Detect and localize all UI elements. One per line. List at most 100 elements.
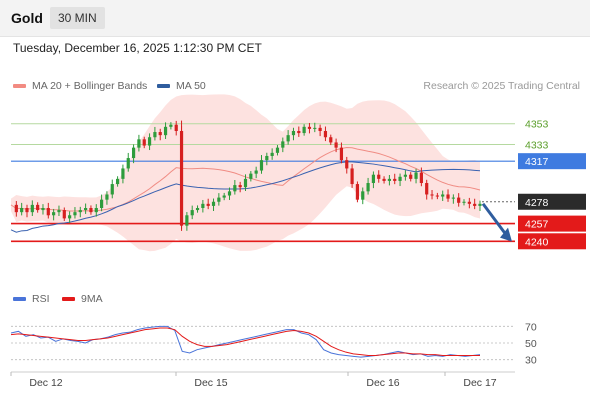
candle [142, 136, 146, 149]
candle [377, 170, 381, 183]
candle-body [403, 174, 407, 177]
candle [345, 156, 349, 174]
level-tag-4257 [518, 215, 586, 232]
candle [291, 127, 296, 141]
candle-body [243, 178, 248, 188]
candle [318, 124, 322, 137]
candle-body [147, 137, 152, 146]
candle [233, 180, 237, 195]
candle [89, 205, 93, 215]
candle-body [73, 212, 77, 216]
candle [398, 173, 402, 187]
rsi-tick-70: 70 [525, 321, 537, 333]
candle [153, 126, 157, 141]
candle [323, 126, 328, 142]
rsi-9ma-line [10, 327, 480, 356]
candle [169, 122, 173, 130]
forecast-arrow-layer [481, 202, 512, 242]
rsi-line [10, 325, 481, 358]
x-label-1: Dec 15 [194, 377, 227, 389]
forecast-arrow-shaft [481, 202, 508, 236]
candle-body [425, 183, 429, 195]
candle-body [206, 203, 210, 206]
candle-body [462, 201, 466, 203]
candle-body [451, 197, 455, 199]
candle-body [323, 130, 328, 138]
candle-body [217, 197, 221, 202]
candle-body [350, 168, 354, 185]
candle [249, 171, 253, 182]
candle [57, 205, 61, 217]
candle [259, 155, 264, 174]
level-label-4278: 4278 [525, 197, 549, 209]
legend-rsi-swatch [13, 297, 26, 302]
bollinger-band [11, 94, 480, 252]
candle-body [265, 155, 269, 161]
candle-body [105, 194, 109, 200]
candle [478, 200, 482, 212]
candle [201, 199, 205, 213]
candle-body [291, 130, 296, 136]
candle-body [361, 191, 365, 200]
candle [131, 144, 136, 164]
instrument-name: Gold [11, 10, 43, 26]
candle [286, 130, 290, 145]
candle [190, 205, 194, 220]
chart-credit: Research © 2025 Trading Central [423, 80, 580, 92]
candle-body [94, 207, 98, 213]
interval-button[interactable]: 30 MIN [50, 7, 105, 29]
candle [393, 173, 397, 185]
candle [78, 206, 82, 218]
candle [222, 192, 226, 201]
bollinger-band-layer [11, 94, 480, 252]
x-label-3: Dec 17 [463, 377, 496, 389]
candle-body [457, 197, 461, 203]
candle [297, 126, 301, 137]
level-labels-layer: 4353 4333 4317 4278 4257 4240 [518, 119, 586, 250]
candle [302, 124, 306, 136]
candle-body [430, 194, 434, 196]
x-label-0: Dec 12 [29, 377, 62, 389]
candle-body [20, 207, 24, 213]
candle-body [30, 204, 34, 213]
rsi-panel: 70 50 30 [10, 321, 537, 367]
level-lines-layer [11, 123, 515, 243]
candle [14, 201, 18, 217]
level-label-4317: 4317 [525, 156, 549, 168]
candle-body [238, 185, 242, 188]
candle-body [158, 132, 162, 136]
candle [211, 198, 216, 212]
candle [307, 122, 312, 134]
candle-body [57, 210, 61, 213]
candle [355, 181, 360, 203]
candle-body [334, 142, 338, 148]
legend-rsi: RSI [13, 293, 50, 305]
candle [137, 134, 141, 152]
candle-body [227, 191, 232, 196]
legend-rsi-label: RSI [32, 293, 50, 305]
candle [462, 199, 466, 206]
candle-body [233, 185, 237, 192]
candle [387, 175, 391, 186]
chart-timestamp: Tuesday, December 16, 2025 1:12:30 PM CE… [13, 41, 262, 55]
candle [68, 211, 72, 223]
candle [313, 122, 317, 133]
candle [126, 152, 130, 172]
legend-ma20-swatch [13, 84, 26, 89]
candle [334, 138, 338, 153]
legend-ma50-label: MA 50 [176, 80, 206, 92]
candle [100, 194, 104, 212]
candle [451, 194, 455, 204]
candle [371, 171, 376, 189]
candle-body [387, 178, 391, 181]
candle-body [169, 124, 173, 127]
candle [254, 166, 258, 179]
candle [147, 133, 152, 151]
candle [339, 142, 344, 164]
candle [457, 193, 461, 207]
candle [121, 164, 125, 184]
candle-body [393, 178, 397, 181]
candle-body [201, 203, 205, 208]
candle-body [195, 207, 200, 211]
level-label-4240: 4240 [525, 236, 549, 248]
